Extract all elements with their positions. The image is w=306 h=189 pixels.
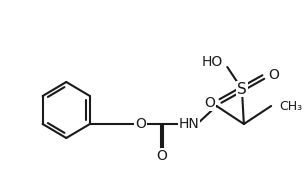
Text: O: O <box>205 96 216 110</box>
Text: S: S <box>237 81 247 97</box>
Text: O: O <box>157 149 167 163</box>
Text: CH₃: CH₃ <box>279 99 302 112</box>
Text: O: O <box>135 117 146 131</box>
Text: O: O <box>268 68 279 82</box>
Text: HO: HO <box>201 55 222 69</box>
Text: HN: HN <box>179 117 200 131</box>
